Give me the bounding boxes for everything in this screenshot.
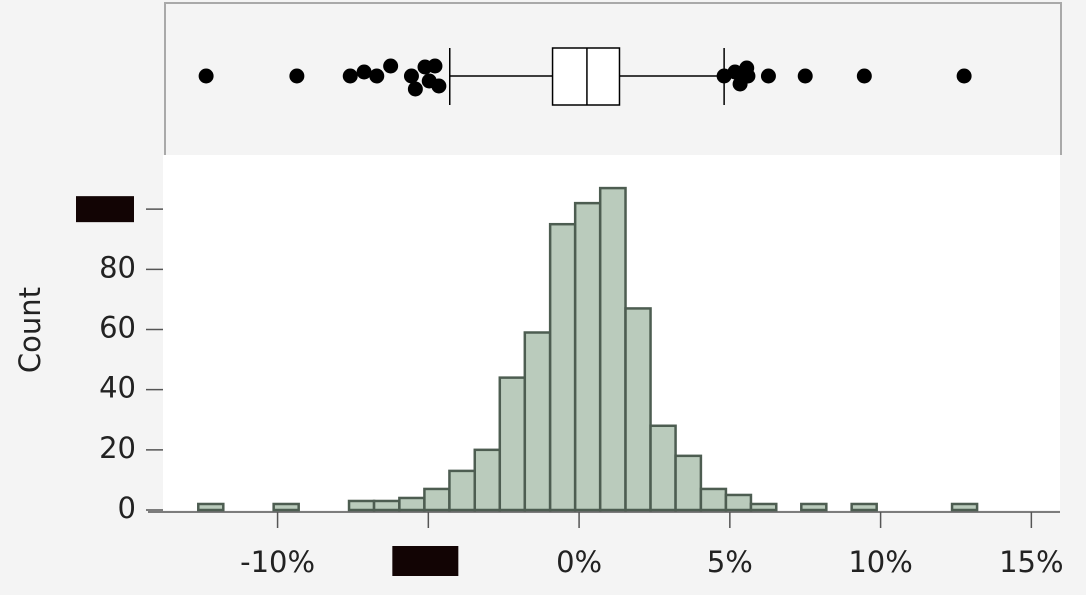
y-tick-label: 0 bbox=[118, 491, 136, 525]
bar bbox=[423, 487, 451, 512]
y-axis-label: Count bbox=[13, 287, 47, 373]
bar bbox=[624, 307, 652, 512]
outlier bbox=[727, 64, 743, 80]
bar bbox=[800, 502, 828, 512]
redacted-label bbox=[392, 546, 459, 576]
bar bbox=[674, 454, 703, 512]
outlier bbox=[407, 81, 423, 97]
outlier bbox=[740, 68, 756, 84]
bar bbox=[724, 493, 753, 512]
bar bbox=[347, 499, 376, 512]
bar bbox=[699, 487, 728, 512]
outlier bbox=[198, 68, 214, 84]
redacted-label bbox=[76, 196, 134, 223]
outlier bbox=[797, 68, 813, 84]
bar bbox=[473, 448, 502, 512]
boxplot-frame bbox=[164, 2, 1062, 155]
outlier bbox=[760, 68, 776, 84]
y-tick-label: 60 bbox=[99, 310, 136, 344]
x-tick-label: 0% bbox=[556, 545, 602, 579]
outlier bbox=[369, 68, 385, 84]
bar bbox=[950, 502, 979, 512]
bar bbox=[272, 502, 300, 512]
y-tick-label: 80 bbox=[99, 250, 136, 284]
bar bbox=[548, 222, 577, 512]
bar bbox=[749, 502, 778, 512]
bar bbox=[372, 499, 401, 512]
bar bbox=[498, 376, 527, 512]
x-tick-label: 10% bbox=[848, 545, 912, 579]
outlier bbox=[856, 68, 872, 84]
outlier bbox=[342, 68, 358, 84]
bar bbox=[398, 496, 426, 512]
x-tick-label: 15% bbox=[999, 545, 1063, 579]
bar bbox=[850, 502, 878, 512]
outlier bbox=[427, 58, 443, 74]
outlier bbox=[383, 58, 399, 74]
box bbox=[551, 47, 621, 106]
outlier bbox=[289, 68, 305, 84]
bar bbox=[523, 331, 552, 512]
x-tick-label: 5% bbox=[707, 545, 753, 579]
y-tick-label: 20 bbox=[99, 431, 136, 465]
x-tick-label: -10% bbox=[240, 545, 315, 579]
bar bbox=[197, 502, 225, 512]
outlier bbox=[956, 68, 972, 84]
y-tick-label: 40 bbox=[99, 371, 136, 405]
outlier bbox=[356, 64, 372, 80]
bar bbox=[649, 424, 677, 512]
outlier bbox=[431, 78, 447, 94]
bar bbox=[598, 186, 627, 512]
outlier bbox=[403, 68, 419, 84]
bar bbox=[573, 201, 602, 512]
bar bbox=[448, 469, 477, 512]
